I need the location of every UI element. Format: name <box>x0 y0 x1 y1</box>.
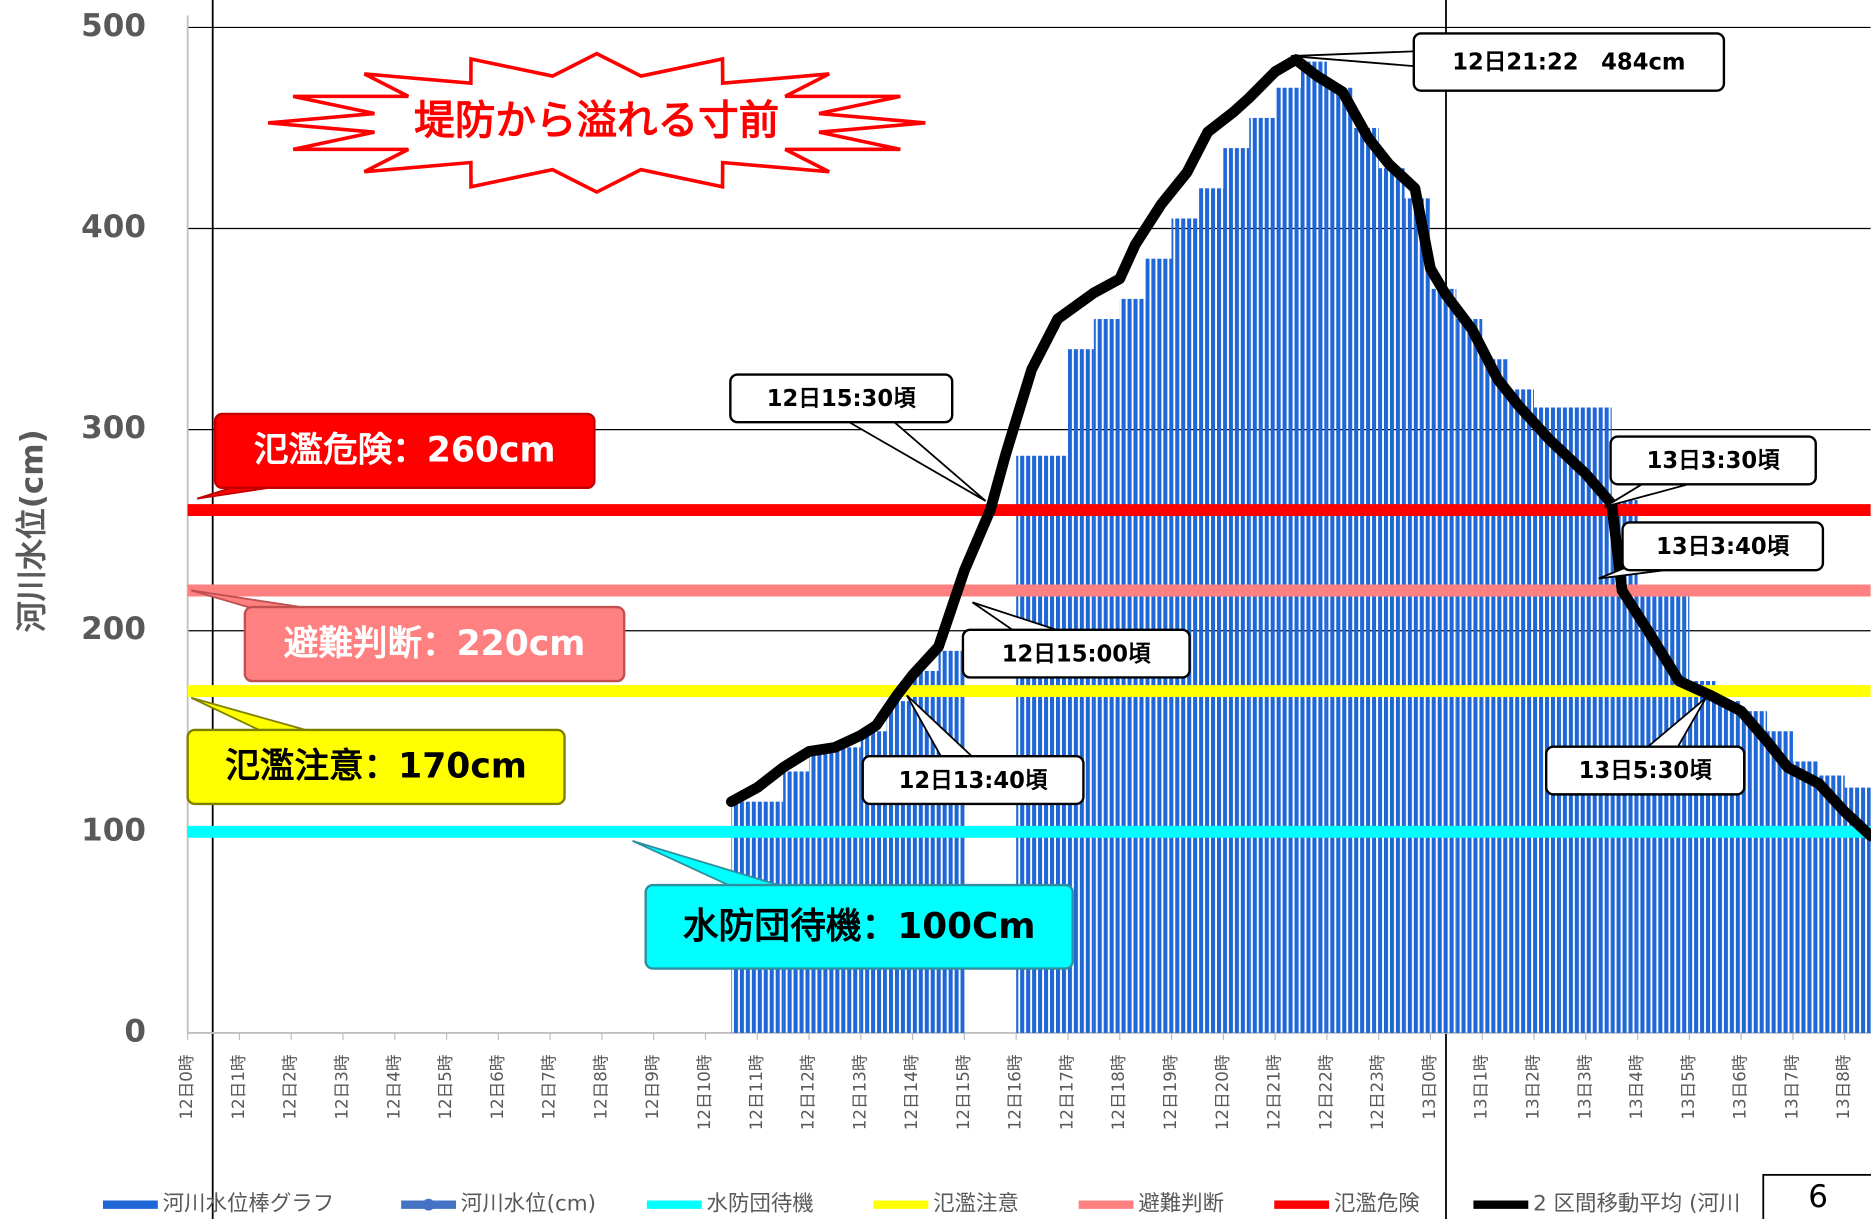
x-tick-label: 12日11時 <box>747 1054 766 1130</box>
time-annotation-cover <box>732 376 951 421</box>
threshold-callout-text: 避難判断：220cm <box>284 624 586 664</box>
x-tick-label: 13日7時 <box>1782 1054 1801 1120</box>
time-annotation-cover <box>1624 524 1822 569</box>
threshold-callout-text: 氾濫危険：260cm <box>254 431 556 471</box>
bar <box>1430 288 1457 1033</box>
x-tick-label: 13日5時 <box>1679 1054 1698 1120</box>
bar <box>1171 218 1198 1033</box>
threshold-callout-cover <box>246 608 623 680</box>
bar <box>1637 596 1664 1033</box>
time-annotation-text: 12日13:40頃 <box>899 768 1048 794</box>
x-tick-label: 13日0時 <box>1420 1054 1439 1120</box>
x-tick-label: 13日8時 <box>1834 1054 1853 1120</box>
x-tick-label: 13日4時 <box>1627 1054 1646 1120</box>
legend-label: 水防団待機 <box>706 1192 813 1217</box>
time-annotation-cover <box>964 631 1188 676</box>
x-tick-label: 12日5時 <box>436 1054 455 1120</box>
threshold-callout-cover <box>216 415 593 487</box>
x-tick-label: 12日19時 <box>1161 1054 1180 1130</box>
y-tick-label: 400 <box>81 209 146 245</box>
x-tick-label: 13日6時 <box>1731 1054 1750 1120</box>
page-number-box <box>1762 1173 1871 1219</box>
time-annotation-text: 13日3:30頃 <box>1647 448 1781 474</box>
bar <box>1404 198 1431 1033</box>
x-tick-label: 12日23時 <box>1368 1054 1387 1130</box>
bar <box>1326 87 1353 1033</box>
x-tick-label: 12日2時 <box>281 1054 300 1120</box>
x-tick-label: 13日2時 <box>1524 1054 1543 1120</box>
x-tick-label: 12日20時 <box>1213 1054 1232 1130</box>
legend-label: 河川水位(cm) <box>461 1192 596 1217</box>
page-number: 6 <box>1808 1179 1828 1215</box>
bar <box>1300 61 1327 1033</box>
x-tick-label: 12日3時 <box>332 1054 351 1120</box>
y-tick-label: 200 <box>81 611 146 647</box>
moving-average-line <box>726 54 1871 842</box>
bar <box>1197 188 1224 1033</box>
bar <box>1792 761 1819 1033</box>
x-tick-label: 12日4時 <box>384 1054 403 1120</box>
time-annotation-text: 12日21:22 484cm <box>1452 50 1685 76</box>
time-annotation-cover <box>1415 35 1723 89</box>
bar <box>1508 389 1535 1033</box>
time-annotation-cover <box>1612 438 1814 483</box>
x-tick-label: 12日18時 <box>1109 1054 1128 1130</box>
bar <box>886 701 913 1033</box>
legend-label: 氾濫注意 <box>933 1192 1019 1217</box>
time-annotation-text: 12日15:00頃 <box>1002 641 1151 667</box>
headline: 堤防から溢れる寸前 <box>414 96 779 144</box>
x-tick-label: 12日8時 <box>591 1054 610 1120</box>
bar <box>1689 681 1716 1033</box>
legend-label: 氾濫危険 <box>1334 1192 1420 1217</box>
x-tick-label: 12日16時 <box>1006 1054 1025 1130</box>
x-tick-label: 12日0時 <box>177 1054 196 1120</box>
x-tick-label: 12日6時 <box>488 1054 507 1120</box>
x-tick-label: 12日22時 <box>1316 1054 1335 1130</box>
bar <box>1767 731 1793 1033</box>
threshold-callout-cover <box>189 731 563 803</box>
bar <box>1456 319 1483 1033</box>
threshold-callout-cover <box>647 886 1071 967</box>
bar <box>1275 87 1301 1033</box>
bar <box>1741 711 1768 1033</box>
bar <box>1249 117 1276 1033</box>
time-annotation-text: 13日5:30頃 <box>1579 758 1713 784</box>
x-tick-label: 12日15時 <box>954 1054 973 1130</box>
x-tick-label: 12日21時 <box>1265 1054 1284 1130</box>
x-tick-label: 12日14時 <box>902 1054 921 1130</box>
legend-marker <box>422 1198 435 1211</box>
legend-label: 2 区間移動平均 (河川 <box>1533 1192 1740 1217</box>
threshold-callout-text: 水防団待機：100Cm <box>683 906 1036 947</box>
bar <box>1818 775 1845 1033</box>
x-tick-label: 13日3時 <box>1575 1054 1594 1120</box>
y-tick-label: 100 <box>81 812 146 848</box>
bar <box>1559 407 1586 1033</box>
x-tick-label: 12日17時 <box>1057 1054 1076 1130</box>
time-annotation-cover <box>1547 748 1743 793</box>
bar <box>1352 127 1379 1033</box>
y-tick-label: 300 <box>81 410 146 446</box>
x-tick-label: 12日1時 <box>229 1054 248 1120</box>
time-annotation-text: 12日15:30頃 <box>767 386 916 412</box>
y-tick-label: 0 <box>124 1013 146 1049</box>
x-tick-label: 12日9時 <box>643 1054 662 1120</box>
x-tick-label: 12日13時 <box>850 1054 869 1130</box>
x-tick-label: 13日1時 <box>1472 1054 1491 1120</box>
bar <box>1534 407 1560 1033</box>
bar <box>938 650 965 1033</box>
x-tick-label: 12日12時 <box>799 1054 818 1130</box>
x-tick-label: 12日7時 <box>540 1054 559 1120</box>
time-annotation-cover <box>864 757 1082 803</box>
bar <box>1378 168 1405 1033</box>
legend-label: 河川水位棒グラフ <box>163 1192 335 1217</box>
y-tick-label: 500 <box>81 8 146 44</box>
headline-burst <box>267 51 926 195</box>
time-annotation-text: 13日3:40頃 <box>1656 534 1790 560</box>
x-tick-label: 12日10時 <box>695 1054 714 1130</box>
y-axis-label: 河川水位(cm) <box>14 429 50 632</box>
threshold-callout-text: 氾濫注意：170cm <box>225 747 527 787</box>
legend-label: 避難判断 <box>1138 1192 1224 1217</box>
